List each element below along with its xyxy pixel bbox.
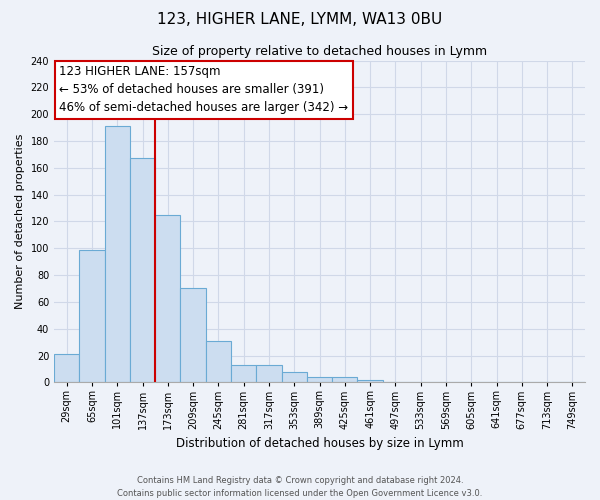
Bar	[231, 365, 256, 382]
Bar	[54, 354, 79, 382]
Text: 123, HIGHER LANE, LYMM, WA13 0BU: 123, HIGHER LANE, LYMM, WA13 0BU	[157, 12, 443, 28]
X-axis label: Distribution of detached houses by size in Lymm: Distribution of detached houses by size …	[176, 437, 463, 450]
Bar	[104, 126, 130, 382]
Bar	[307, 377, 332, 382]
Text: 123 HIGHER LANE: 157sqm
← 53% of detached houses are smaller (391)
46% of semi-d: 123 HIGHER LANE: 157sqm ← 53% of detache…	[59, 66, 349, 114]
Title: Size of property relative to detached houses in Lymm: Size of property relative to detached ho…	[152, 45, 487, 58]
Bar	[181, 288, 206, 382]
Bar	[332, 377, 358, 382]
Y-axis label: Number of detached properties: Number of detached properties	[15, 134, 25, 309]
Bar	[358, 380, 383, 382]
Bar	[130, 158, 155, 382]
Text: Contains HM Land Registry data © Crown copyright and database right 2024.
Contai: Contains HM Land Registry data © Crown c…	[118, 476, 482, 498]
Bar	[79, 250, 104, 382]
Bar	[256, 365, 281, 382]
Bar	[206, 341, 231, 382]
Bar	[155, 214, 181, 382]
Bar	[281, 372, 307, 382]
